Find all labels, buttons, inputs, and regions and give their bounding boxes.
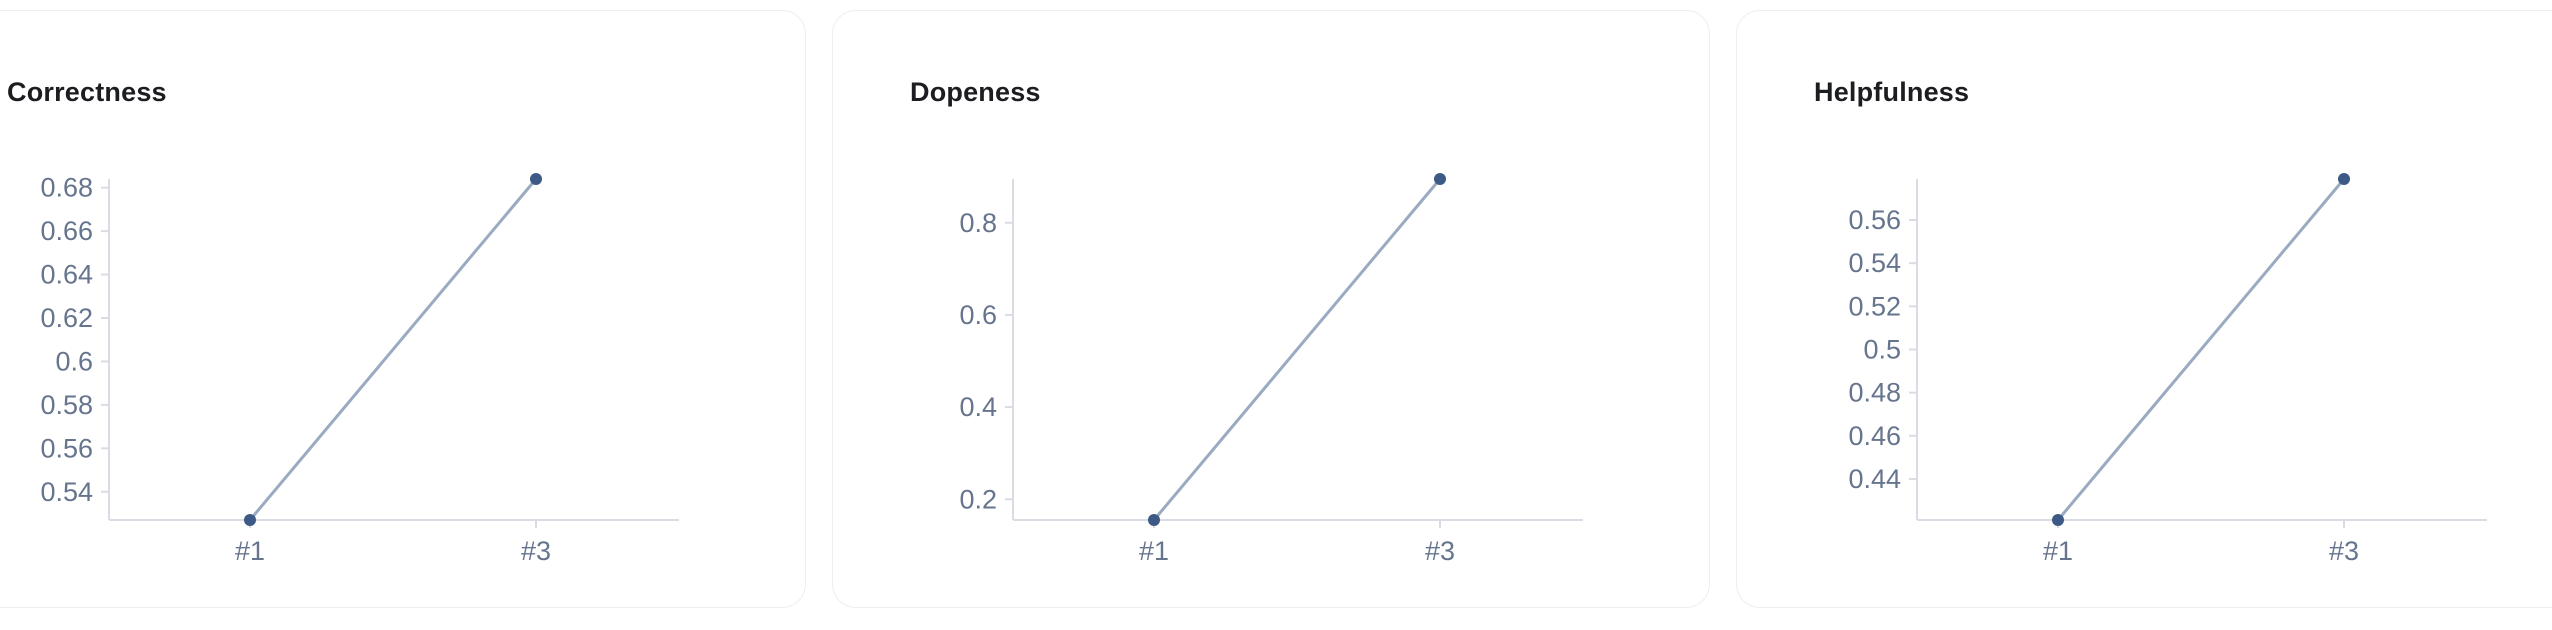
x-tick-label: #1 xyxy=(235,536,265,566)
y-tick-label: 0.52 xyxy=(1848,291,1901,321)
chart-plot-helpfulness: 0.44 0.46 0.48 0.5 0.52 0.54 0.56 #1 #3 xyxy=(1848,173,2487,566)
series-line xyxy=(248,178,538,521)
data-point[interactable] xyxy=(1148,514,1160,526)
y-tick-label: 0.6 xyxy=(959,300,997,330)
chart-plot-correctness: 0.54 0.56 0.58 0.6 0.62 0.64 0.66 0.68 #1 #3 xyxy=(40,173,679,566)
y-tick-label: 0.68 xyxy=(40,173,93,203)
x-tick-label: #3 xyxy=(521,536,551,566)
y-tick-label: 0.56 xyxy=(40,433,93,463)
chart-plot-dopeness: 0.2 0.4 0.6 0.8 #1 #3 xyxy=(959,173,1583,566)
data-point[interactable] xyxy=(1434,173,1446,185)
chart-title: Dopeness xyxy=(910,77,1041,107)
y-tick-label: 0.62 xyxy=(40,303,93,333)
y-tick-label: 0.58 xyxy=(40,390,93,420)
y-tick-label: 0.54 xyxy=(40,477,93,507)
x-tick-label: #3 xyxy=(2329,536,2359,566)
x-tick-label: #1 xyxy=(1139,536,1169,566)
data-point[interactable] xyxy=(244,514,256,526)
series-line xyxy=(1152,178,1442,521)
series-line xyxy=(2056,178,2346,521)
y-tick-label: 0.46 xyxy=(1848,421,1901,451)
y-tick-label: 0.4 xyxy=(959,392,997,422)
chart-title: Helpfulness xyxy=(1814,77,1970,107)
y-tick-label: 0.5 xyxy=(1863,335,1901,365)
data-point[interactable] xyxy=(530,173,542,185)
y-tick-label: 0.6 xyxy=(55,346,93,376)
y-tick-label: 0.48 xyxy=(1848,378,1901,408)
chart-title: Correctness xyxy=(7,77,167,107)
chart-card-correctness: Correctness 0.54 0.56 0.58 0.6 0.62 0.64 0.66 0… xyxy=(0,10,806,608)
y-tick-label: 0.56 xyxy=(1848,205,1901,235)
y-tick-label: 0.54 xyxy=(1848,248,1901,278)
chart-card-dopeness: Dopeness 0.2 0.4 0.6 0.8 #1 #3 xyxy=(832,10,1710,608)
x-tick-label: #3 xyxy=(1425,536,1455,566)
y-tick-label: 0.2 xyxy=(959,484,997,514)
data-point[interactable] xyxy=(2338,173,2350,185)
y-tick-label: 0.44 xyxy=(1848,464,1901,494)
y-tick-label: 0.64 xyxy=(40,260,93,290)
y-tick-label: 0.66 xyxy=(40,216,93,246)
data-point[interactable] xyxy=(2052,514,2064,526)
x-tick-label: #1 xyxy=(2043,536,2073,566)
y-tick-label: 0.8 xyxy=(959,208,997,238)
chart-card-helpfulness: Helpfulness 0.44 0.46 0.48 0.5 0.52 0.54 0.56 #… xyxy=(1736,10,2552,608)
